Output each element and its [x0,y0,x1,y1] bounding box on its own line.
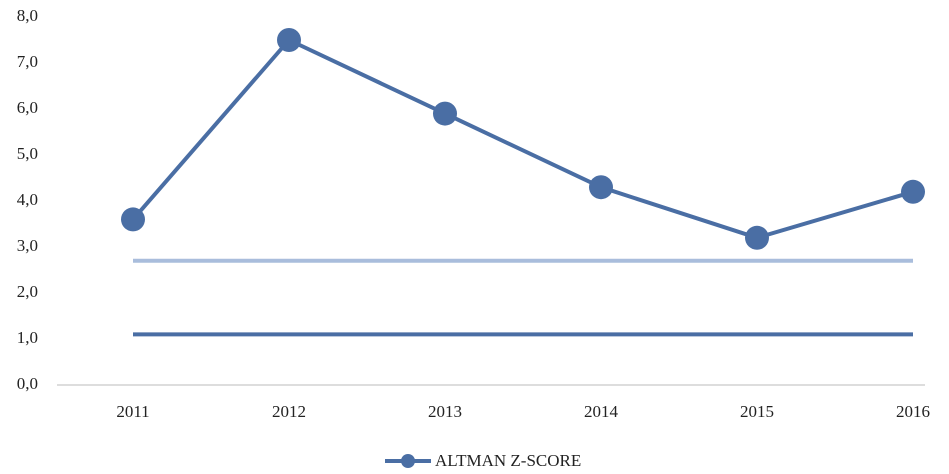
x-tick-label: 2012 [272,402,306,421]
y-tick-label: 8,0 [17,6,38,25]
y-tick-label: 3,0 [17,236,38,255]
y-tick-label: 4,0 [17,190,38,209]
legend-marker [401,454,415,468]
y-tick-label: 5,0 [17,144,38,163]
x-tick-label: 2015 [740,402,774,421]
marker [745,225,769,250]
x-tick-label: 2011 [116,402,149,421]
marker [121,207,145,232]
series-line [131,38,914,240]
y-tick-label: 6,0 [17,98,38,117]
marker [589,175,613,200]
legend-label: ALTMAN Z-SCORE [435,451,581,470]
marker [433,101,457,126]
y-tick-label: 2,0 [17,282,38,301]
x-tick-label: 2014 [584,402,619,421]
y-tick-label: 7,0 [17,52,38,71]
marker [277,28,301,52]
y-tick-label: 0,0 [17,374,38,393]
x-tick-label: 2016 [896,402,930,421]
x-tick-label: 2013 [428,402,462,421]
marker [901,179,925,204]
y-tick-label: 1,0 [17,328,38,347]
